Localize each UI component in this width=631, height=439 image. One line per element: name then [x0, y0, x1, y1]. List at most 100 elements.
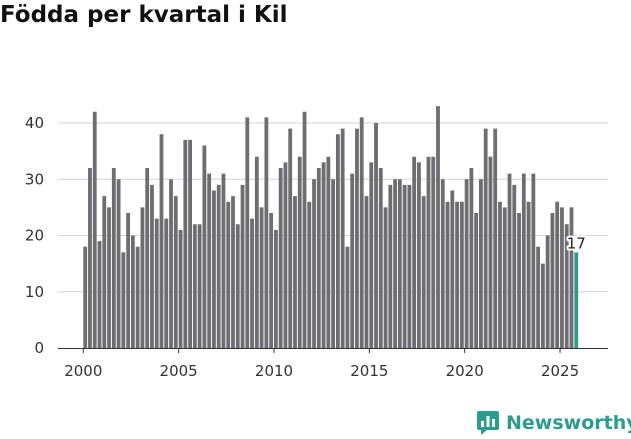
- bar: [245, 117, 250, 348]
- bar: [135, 246, 140, 348]
- bar: [111, 168, 116, 348]
- bar: [178, 229, 183, 348]
- x-tick-label: 2005: [160, 362, 198, 380]
- bar: [293, 196, 297, 348]
- bar: [474, 213, 479, 348]
- bar: [326, 156, 331, 348]
- y-tick-label: 20: [25, 227, 44, 245]
- bar: [431, 156, 436, 348]
- bar: [169, 179, 173, 348]
- y-axis-ticks: 0 10 20 30 40: [25, 114, 44, 357]
- bar: [316, 168, 321, 348]
- latest-value-label: 17: [567, 234, 586, 252]
- bar: [355, 128, 359, 348]
- bar: [216, 184, 221, 348]
- bar: [517, 213, 521, 348]
- bar: [426, 156, 431, 348]
- bar: [440, 179, 445, 348]
- bar: [331, 179, 336, 348]
- bar: [507, 173, 512, 348]
- bar: [412, 156, 417, 348]
- bar: [364, 196, 369, 348]
- bar: [102, 196, 107, 348]
- x-axis-ticks: 2000 2005 2010 2015 2020 2025: [64, 348, 579, 380]
- bar: [450, 190, 455, 348]
- bar: [130, 235, 135, 348]
- bar: [283, 162, 288, 348]
- bar: [564, 224, 569, 348]
- bar: [407, 184, 412, 348]
- bar: [569, 207, 574, 348]
- bar: [302, 111, 307, 348]
- bar: [502, 207, 507, 348]
- bar: [417, 162, 421, 348]
- bar: [88, 168, 92, 348]
- bar: [259, 207, 264, 348]
- bar: [150, 184, 154, 348]
- bar: [555, 201, 560, 348]
- bar: [221, 173, 226, 348]
- bars: [83, 106, 579, 348]
- bar: [321, 162, 326, 348]
- bar: [536, 246, 541, 348]
- x-tick-label: 2025: [541, 362, 579, 380]
- bar: [192, 224, 197, 348]
- bar: [531, 173, 536, 348]
- chart-title: Födda per kvartal i Kil: [0, 2, 288, 28]
- bar: [183, 139, 188, 348]
- bar: [483, 128, 488, 348]
- bar: [388, 184, 393, 348]
- brand-name: Newsworthy: [506, 412, 631, 434]
- bar: [274, 229, 278, 348]
- bar: [188, 139, 192, 348]
- bar: [297, 156, 302, 348]
- bar: [116, 179, 121, 348]
- bar: [97, 241, 102, 348]
- bar: [479, 179, 483, 348]
- bar: [307, 201, 312, 348]
- bar: [560, 207, 564, 348]
- bar: [393, 179, 398, 348]
- bar: [488, 156, 493, 348]
- bar: [126, 213, 131, 348]
- bar: [154, 218, 159, 348]
- bar: [369, 162, 374, 348]
- bar: [374, 123, 378, 348]
- y-tick-label: 0: [34, 339, 44, 357]
- bar: [340, 128, 345, 348]
- bar: [540, 263, 545, 348]
- bar: [526, 201, 531, 348]
- bar: [445, 201, 450, 348]
- bar: [469, 168, 474, 348]
- bar: [312, 179, 316, 348]
- bar: [378, 168, 383, 348]
- bar: [235, 224, 240, 348]
- bar: [197, 224, 202, 348]
- bar: [335, 134, 340, 348]
- bar: [436, 106, 440, 348]
- y-tick-label: 30: [25, 170, 44, 188]
- bar: [107, 207, 111, 348]
- x-tick-label: 2010: [255, 362, 293, 380]
- bar: [521, 173, 526, 348]
- bar: [164, 218, 169, 348]
- bar: [269, 213, 274, 348]
- bar: [455, 201, 459, 348]
- bar: [498, 201, 502, 348]
- bar-latest: [574, 252, 579, 348]
- bar: [92, 111, 97, 348]
- bar: [345, 246, 350, 348]
- bar: [421, 196, 426, 348]
- bar: [397, 179, 402, 348]
- bar: [121, 252, 126, 348]
- bar: [140, 207, 145, 348]
- bar: [264, 117, 269, 348]
- bar: [202, 145, 207, 348]
- newsworthy-logo: Newsworthy: [476, 408, 631, 438]
- bar: [512, 184, 517, 348]
- bar: [226, 201, 231, 348]
- bar: [545, 235, 550, 348]
- bar: [231, 196, 235, 348]
- bar: [459, 201, 464, 348]
- bar: [402, 184, 407, 348]
